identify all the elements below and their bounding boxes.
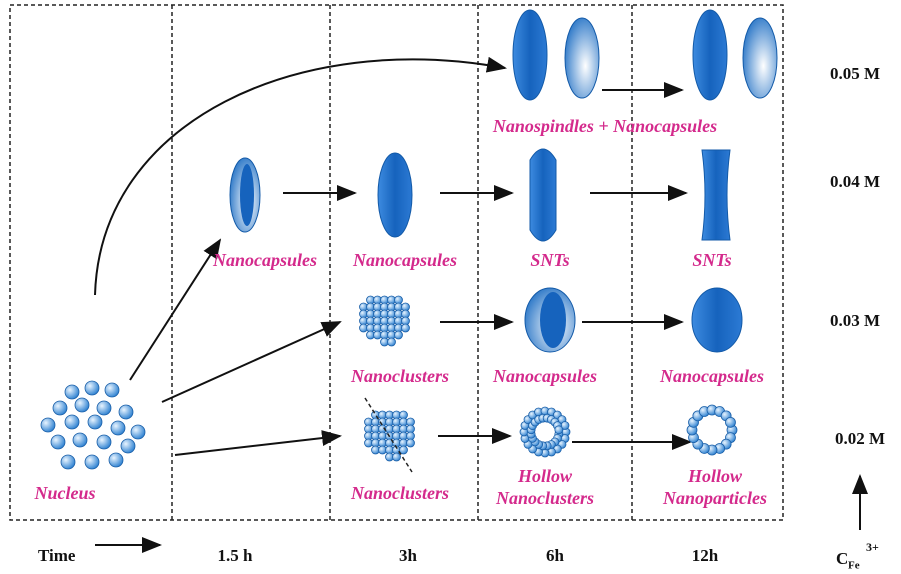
bead bbox=[88, 415, 102, 429]
c-subscript: Fe bbox=[848, 560, 860, 572]
bead bbox=[393, 453, 401, 461]
label: SNTs bbox=[530, 250, 569, 270]
time-tick: 3h bbox=[399, 546, 418, 565]
bead bbox=[109, 453, 123, 467]
label: Nanoparticles bbox=[662, 488, 767, 508]
bead bbox=[131, 425, 145, 439]
c-superscript: 3+ bbox=[866, 540, 879, 554]
time-tick: 6h bbox=[546, 546, 565, 565]
bead bbox=[388, 338, 396, 346]
concentration: 0.03 M bbox=[830, 311, 880, 330]
bead bbox=[51, 435, 65, 449]
bead bbox=[65, 385, 79, 399]
time-tick: 1.5 h bbox=[218, 546, 254, 565]
particles bbox=[41, 10, 777, 472]
bead bbox=[555, 426, 563, 434]
diagram: Nucleus Nanospindles + Nanocapsules Nano… bbox=[0, 0, 901, 574]
bead bbox=[61, 455, 75, 469]
c-symbol: C bbox=[836, 549, 848, 568]
label: Hollow bbox=[687, 466, 743, 486]
bead bbox=[41, 418, 55, 432]
bead bbox=[725, 417, 735, 427]
label: Nucleus bbox=[33, 483, 95, 503]
bead bbox=[119, 405, 133, 419]
bead bbox=[105, 383, 119, 397]
label: Nanocapsules bbox=[352, 250, 457, 270]
concentration: 0.04 M bbox=[830, 172, 880, 191]
bead bbox=[395, 331, 403, 339]
concentration: 0.05 M bbox=[830, 64, 880, 83]
bead bbox=[407, 439, 415, 447]
bead bbox=[85, 455, 99, 469]
bead bbox=[97, 401, 111, 415]
bead bbox=[75, 398, 89, 412]
bead bbox=[111, 421, 125, 435]
label: Nanospindles + Nanocapsules bbox=[492, 116, 717, 136]
bead bbox=[85, 381, 99, 395]
label: Nanocapsules bbox=[659, 366, 764, 386]
label: Nanoclusters bbox=[350, 483, 449, 503]
bead bbox=[400, 446, 408, 454]
bead bbox=[53, 401, 67, 415]
label: Nanocapsules bbox=[212, 250, 317, 270]
bead bbox=[402, 324, 410, 332]
bead bbox=[97, 435, 111, 449]
label: Nanoclusters bbox=[495, 488, 594, 508]
time-tick: 12h bbox=[692, 546, 719, 565]
label: Hollow bbox=[517, 466, 573, 486]
time-label: Time bbox=[38, 546, 76, 565]
label: Nanoclusters bbox=[350, 366, 449, 386]
bead bbox=[73, 433, 87, 447]
bead bbox=[65, 415, 79, 429]
concentration: 0.02 M bbox=[835, 429, 885, 448]
label: Nanocapsules bbox=[492, 366, 597, 386]
label: SNTs bbox=[692, 250, 731, 270]
bead bbox=[121, 439, 135, 453]
